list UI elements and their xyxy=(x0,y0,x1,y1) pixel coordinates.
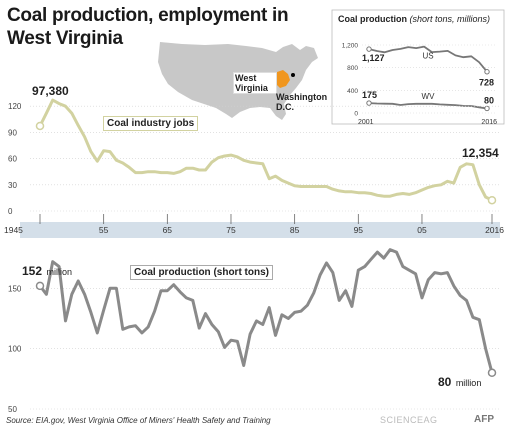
jobs-ytick-label: 90 xyxy=(8,128,17,137)
inset-end-point xyxy=(484,69,490,75)
jobs-start-label: 97,380 xyxy=(32,84,69,98)
production-series-label: Coal production (short tons) xyxy=(130,265,273,280)
jobs-end-label: 12,354 xyxy=(462,146,499,160)
production-ytick-label: 100 xyxy=(8,345,22,354)
xtick-label: 05 xyxy=(417,225,427,235)
jobs-start-point xyxy=(35,121,45,131)
production-start-point xyxy=(35,281,45,291)
inset-title: Coal production xyxy=(338,14,407,24)
xtick-label: 55 xyxy=(99,225,109,235)
axis-band xyxy=(20,222,500,238)
washington-dc-marker xyxy=(291,73,295,77)
xtick-label: 95 xyxy=(354,225,364,235)
production-end-label: 80 xyxy=(438,375,452,389)
afp-logo: AFP xyxy=(474,414,494,425)
jobs-series-line xyxy=(38,98,493,202)
jobs-end-point xyxy=(487,195,497,205)
inset-end-label: 80 xyxy=(484,95,494,105)
inset-start-point xyxy=(366,46,372,52)
inset-series-line-us xyxy=(368,45,488,73)
inset-start-label: 175 xyxy=(362,90,377,100)
inset-chart: 0 400 800 1,200 2001 2016 1,127 728 US 175 80 WV xyxy=(331,9,505,126)
production-ytick-label: 150 xyxy=(8,284,22,293)
xtick-label: 75 xyxy=(226,225,236,235)
xtick-label: 1945 xyxy=(4,225,23,235)
inset-series-name: WV xyxy=(422,92,436,101)
jobs-series-label: Coal industry jobs xyxy=(103,116,199,131)
washington-dc-label: Washington D.C. xyxy=(276,92,328,112)
inset-start-point xyxy=(366,100,372,106)
inset-ytick-label: 800 xyxy=(347,65,358,72)
inset-title-wrap: Coal production (short tons, millions) xyxy=(338,14,490,24)
west-virginia-shape xyxy=(275,70,290,88)
inset-xtick-label: 2016 xyxy=(481,119,497,126)
inset-box xyxy=(331,9,505,125)
xtick-label: 2016 xyxy=(485,225,504,235)
inset-ytick-label: 0 xyxy=(354,111,358,118)
xtick-label: 65 xyxy=(163,225,173,235)
production-ytick-label: 50 xyxy=(8,405,17,414)
inset-xtick-label: 2001 xyxy=(358,119,374,126)
inset-subtitle: (short tons, millions) xyxy=(409,14,491,24)
source-note: Source: EIA.gov, West Virginia Office of… xyxy=(6,416,271,425)
inset-end-point xyxy=(484,105,490,112)
production-end-label-wrap: 80 million xyxy=(438,373,481,391)
production-start-unit: million xyxy=(46,267,72,277)
production-start-label: 152 xyxy=(22,264,43,278)
production-end-point xyxy=(487,368,497,378)
page-title: Coal production, employment in West Virg… xyxy=(7,5,289,49)
inset-start-label: 1,127 xyxy=(362,53,385,63)
inset-series-name: US xyxy=(422,52,433,61)
inset-ytick-label: 400 xyxy=(347,88,358,95)
watermark: SCIENCEAG xyxy=(380,415,438,425)
inset-series-line-wv xyxy=(368,102,488,110)
production-end-unit: million xyxy=(455,378,482,388)
production-series-line xyxy=(38,248,494,374)
jobs-ytick-label: 120 xyxy=(8,102,22,111)
inset-end-label: 728 xyxy=(479,78,494,88)
jobs-ytick-label: 0 xyxy=(8,207,13,216)
xtick-label: 85 xyxy=(290,225,300,235)
inset-ytick-label: 1,200 xyxy=(342,43,359,50)
production-start-label-wrap: 152 million xyxy=(22,262,72,280)
jobs-ytick-label: 30 xyxy=(8,181,17,190)
jobs-ytick-label: 60 xyxy=(8,155,17,164)
west-virginia-label: West Virginia xyxy=(233,72,277,94)
